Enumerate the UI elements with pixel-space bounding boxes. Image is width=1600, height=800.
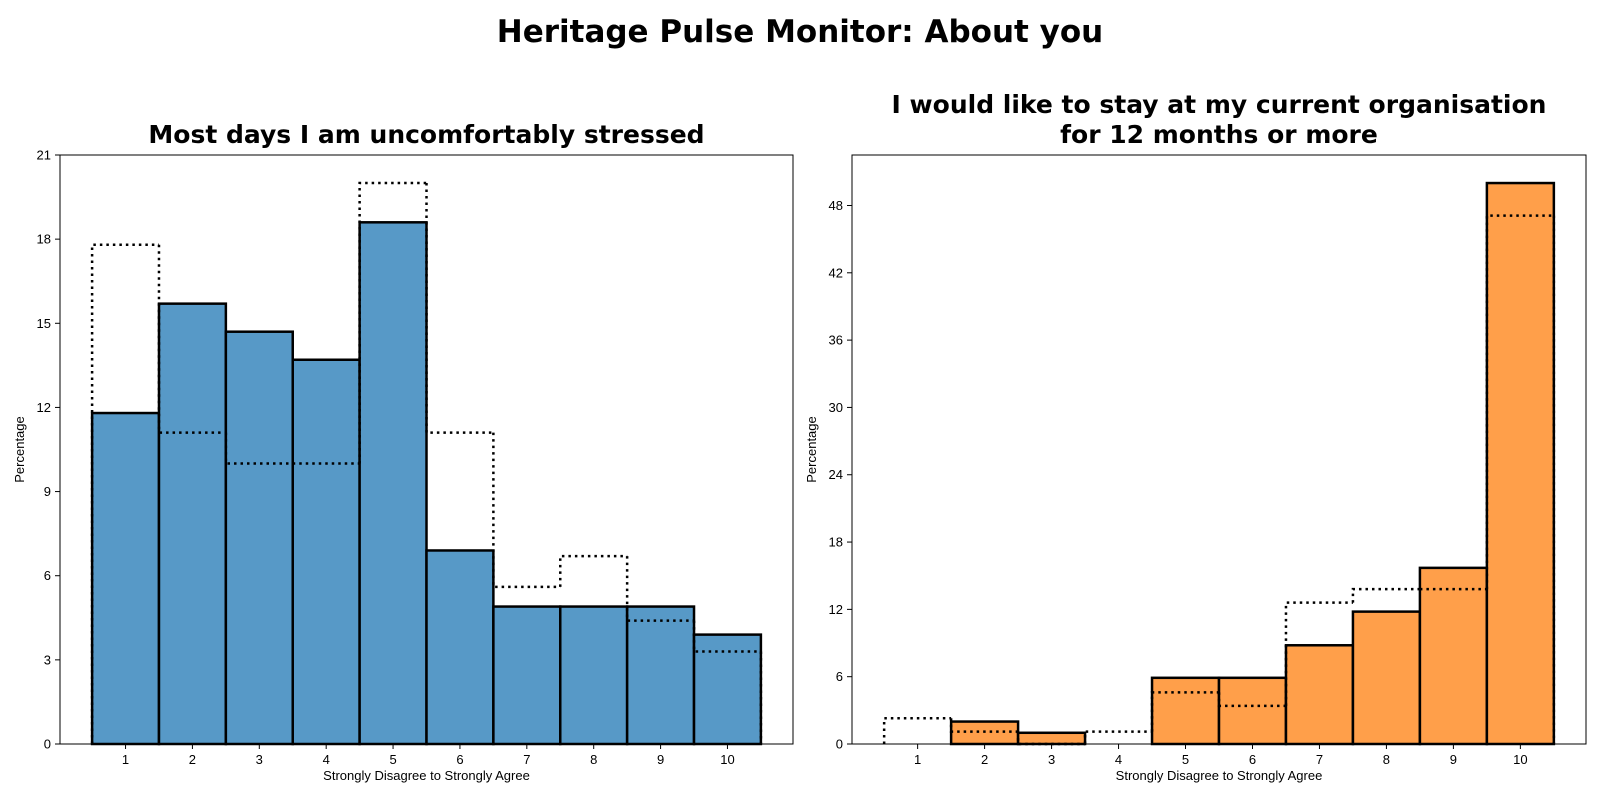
x-tick-label: 3: [1048, 752, 1055, 767]
bar: [224, 330, 294, 746]
y-tick-label: 6: [836, 669, 843, 684]
panel-stress: Most days I am uncomfortably stressed 0 3 6…: [12, 120, 794, 783]
bar: [291, 358, 361, 746]
bar: [1351, 610, 1422, 746]
figure-title: Heritage Pulse Monitor: About you: [497, 14, 1103, 50]
y-tick-label: 0: [836, 737, 843, 752]
bar: [1016, 731, 1087, 746]
y-tick-label: 12: [829, 602, 843, 617]
x-tick-label: 10: [1513, 752, 1527, 767]
x-tick-label: 1: [122, 752, 129, 767]
x-tick-label: 5: [1182, 752, 1189, 767]
x-tick-label: 6: [456, 752, 463, 767]
bar: [1485, 181, 1556, 746]
bar: [90, 411, 161, 746]
x-tick-label: 2: [189, 752, 196, 767]
y-tick-label: 18: [829, 535, 843, 550]
x-tick-label: 9: [1450, 752, 1457, 767]
x-tick-label: 4: [1115, 752, 1122, 767]
bar: [425, 549, 495, 746]
y-tick-label: 9: [44, 484, 51, 499]
y-tick-label: 6: [44, 568, 51, 583]
x-tick-label: 5: [389, 752, 396, 767]
bar: [1284, 644, 1355, 746]
panel-retention: I would like to stay at my current organ…: [804, 90, 1587, 783]
y-tick-label: 18: [37, 232, 51, 247]
bar: [358, 221, 428, 746]
y-axis-label: Percentage: [804, 416, 819, 483]
y-axis-label: Percentage: [12, 416, 27, 483]
y-tick-label: 48: [829, 198, 843, 213]
y-tick-label: 36: [829, 333, 843, 348]
x-axis-label: Strongly Disagree to Strongly Agree: [323, 768, 530, 783]
x-tick-label: 9: [657, 752, 664, 767]
bar: [625, 605, 696, 746]
x-axis-label: Strongly Disagree to Strongly Agree: [1116, 768, 1323, 783]
y-tick-label: 21: [37, 148, 51, 163]
x-tick-label: 6: [1249, 752, 1256, 767]
y-tick-label: 42: [829, 265, 843, 280]
x-tick-label: 1: [914, 752, 921, 767]
comparison-outline: [90, 181, 763, 744]
y-tick-label: 24: [829, 467, 843, 482]
bar: [1150, 676, 1221, 746]
axes-frame: [851, 154, 1587, 745]
comparison-outline: [882, 214, 1556, 746]
x-tick-label: 8: [590, 752, 597, 767]
panel-title: Most days I am uncomfortably stressed: [148, 120, 704, 149]
x-tick-label: 7: [1316, 752, 1323, 767]
panel-title: for 12 months or more: [1060, 120, 1378, 149]
bar: [1418, 566, 1489, 746]
bar: [1217, 676, 1288, 746]
y-tick-label: 3: [44, 652, 51, 667]
y-tick-label: 15: [37, 316, 51, 331]
x-tick-label: 7: [523, 752, 530, 767]
x-tick-label: 4: [323, 752, 330, 767]
bar: [157, 302, 228, 746]
y-tick-label: 30: [829, 400, 843, 415]
y-tick-label: 0: [44, 737, 51, 752]
bar: [559, 605, 629, 746]
x-tick-label: 10: [720, 752, 734, 767]
panel-title: I would like to stay at my current organ…: [892, 90, 1547, 119]
x-tick-label: 2: [981, 752, 988, 767]
bar: [492, 605, 562, 746]
x-tick-label: 3: [256, 752, 263, 767]
axes-frame: [59, 154, 794, 745]
bar: [692, 633, 763, 746]
y-tick-label: 12: [37, 400, 51, 415]
x-tick-label: 8: [1383, 752, 1390, 767]
